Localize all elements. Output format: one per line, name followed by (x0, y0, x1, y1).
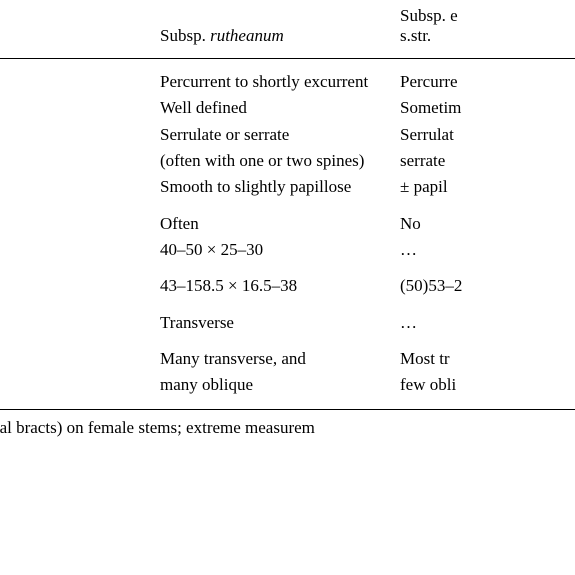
col-header-2-line1: Subsp. e (400, 6, 458, 25)
col-header-1-prefix: Subsp. (160, 26, 210, 45)
cell: Percurre (400, 69, 575, 95)
cell: Many transverse, and (160, 346, 400, 372)
cell: Serrulate or serrate (160, 122, 400, 148)
cell: sverse (0, 372, 160, 398)
col-header-0: ssile (0, 0, 160, 59)
cell: Transverse (160, 310, 400, 336)
cell: Serrulat (400, 122, 575, 148)
cell: … (400, 310, 575, 336)
col-header-1-italic: rutheanum (210, 26, 284, 45)
footnote-row: ves (perichaetial bracts) on female stem… (0, 410, 575, 440)
cell: ent (0, 69, 160, 95)
comparison-table: ssile Subsp. rutheanum Subsp. e s.str. e… (0, 0, 575, 440)
table-header-row: ssile Subsp. rutheanum Subsp. e s.str. (0, 0, 575, 59)
table-row: Transverse … (0, 310, 575, 336)
table-row: ent Percurrent to shortly excurrent Perc… (0, 69, 575, 95)
cell: ally few teeth) (0, 148, 160, 174)
cell: Smooth to slightly papillose (160, 174, 400, 200)
cell: many oblique (160, 372, 400, 398)
cell: Well defined (160, 95, 400, 121)
cell: 20–22 (0, 237, 160, 263)
table-body: ent Percurrent to shortly excurrent Perc… (0, 59, 575, 440)
cell: few obli (400, 372, 575, 398)
table-row: denticulate Serrulate or serrate Serrula… (0, 122, 575, 148)
cell: Most tr (400, 346, 575, 372)
cell: 18–31(39) (0, 273, 160, 299)
cell: Sometim (400, 95, 575, 121)
cell (0, 310, 160, 336)
table-row: 20–22 40–50 × 25–30 … (0, 237, 575, 263)
table-row: o somewhat Smooth to slightly papillose … (0, 174, 575, 200)
table-row: ally few teeth) (often with one or two s… (0, 148, 575, 174)
col-header-1: Subsp. rutheanum (160, 0, 400, 59)
table-row: sverse many oblique few obli (0, 372, 575, 398)
cell: blique, (0, 346, 160, 372)
cell: serrate (400, 148, 575, 174)
table-row: ned Well defined Sometim (0, 95, 575, 121)
cell: 43–158.5 × 16.5–38 (160, 273, 400, 299)
cell: No (400, 211, 575, 237)
cell: Percurrent to shortly excurrent (160, 69, 400, 95)
cell: Often (160, 211, 400, 237)
cell: denticulate (0, 122, 160, 148)
cell: (often with one or two spines) (160, 148, 400, 174)
table-row: Often No (0, 211, 575, 237)
table-row: blique, Many transverse, and Most tr (0, 346, 575, 372)
cell: ± papil (400, 174, 575, 200)
cell: (50)53–2 (400, 273, 575, 299)
cell: o somewhat (0, 174, 160, 200)
col-header-2: Subsp. e s.str. (400, 0, 575, 59)
table-row: 18–31(39) 43–158.5 × 16.5–38 (50)53–2 (0, 273, 575, 299)
cell: ned (0, 95, 160, 121)
cell (0, 211, 160, 237)
col-header-2-prefix: s.str. (400, 26, 431, 45)
cell: 40–50 × 25–30 (160, 237, 400, 263)
cell: … (400, 237, 575, 263)
footnote-text: ves (perichaetial bracts) on female stem… (0, 410, 575, 440)
